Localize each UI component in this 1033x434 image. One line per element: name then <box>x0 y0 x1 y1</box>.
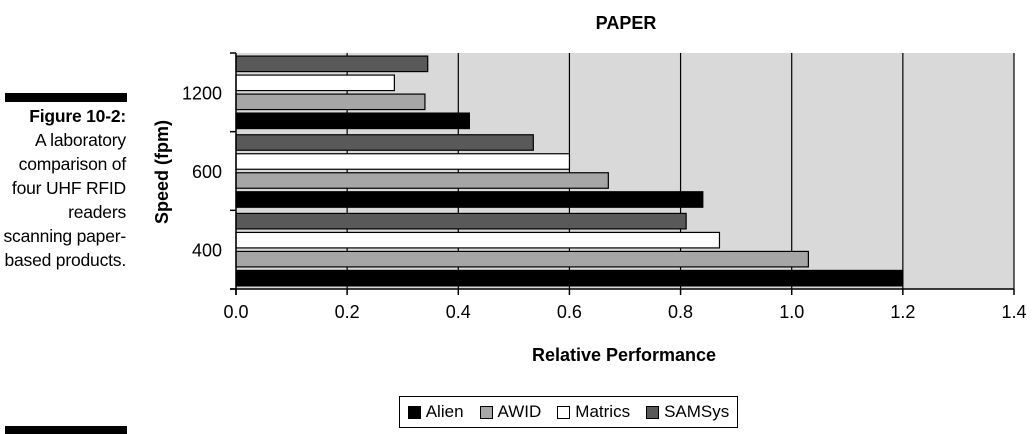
gridlines <box>346 53 1015 289</box>
bar-alien-1200 <box>235 112 470 130</box>
legend-label: Matrics <box>575 402 631 421</box>
x-tick-label: 0.8 <box>668 302 693 322</box>
figure-caption: Figure 10-2: A laboratory comparison of … <box>0 104 127 272</box>
bar-samsys-400 <box>235 212 687 230</box>
y-axis-label: Speed (fpm) <box>152 120 172 224</box>
legend-item-samsys: SAMSys <box>646 402 729 422</box>
legend-swatch <box>557 405 571 419</box>
x-tick-labels: 0.0 0.2 0.4 0.6 0.8 1.0 1.2 1.4 <box>223 302 1026 322</box>
x-tick-label: 0.4 <box>446 302 471 322</box>
x-tick-label: 0.0 <box>223 302 248 322</box>
bar-awid-1200 <box>235 93 426 111</box>
bar-alien-400 <box>235 269 904 287</box>
bar-matrics-400 <box>235 231 721 249</box>
legend: Alien AWID Matrics SAMSys <box>399 396 738 428</box>
bar-samsys-600 <box>235 134 534 151</box>
bar-alien-600 <box>235 191 704 208</box>
bar-chart: PAPER Speed (fpm) Relative Performance 0… <box>152 13 1027 365</box>
legend-label: Alien <box>425 402 464 421</box>
y-tick-labels: 400 600 1200 <box>182 83 222 260</box>
legend-label: AWID <box>497 402 542 421</box>
legend-item-awid: AWID <box>479 402 542 422</box>
bar-matrics-600 <box>235 153 571 170</box>
legend-swatch <box>479 405 493 419</box>
legend-label: SAMSys <box>664 402 730 421</box>
x-tick-label: 1.4 <box>1001 302 1026 322</box>
x-tick-label: 1.0 <box>779 302 804 322</box>
caption-top-rule <box>5 93 127 102</box>
x-axis-label: Relative Performance <box>532 345 716 365</box>
figure-label: Figure 10-2: <box>29 106 126 126</box>
caption-bottom-rule <box>5 426 127 434</box>
x-tick-label: 1.2 <box>890 302 915 322</box>
bar-awid-400 <box>235 250 809 268</box>
chart-title: PAPER <box>596 13 657 33</box>
figure-caption-text: A laboratory comparison of four UHF RFID… <box>3 130 127 270</box>
y-tick-label: 600 <box>192 162 222 182</box>
y-tick-label: 400 <box>192 241 222 261</box>
axes <box>230 52 1015 295</box>
y-tick-label: 1200 <box>182 83 222 103</box>
legend-swatch <box>407 405 421 419</box>
legend-swatch <box>646 405 660 419</box>
legend-item-alien: Alien <box>407 402 464 422</box>
bar-matrics-1200 <box>235 74 395 92</box>
x-tick-label: 0.2 <box>335 302 360 322</box>
bar-awid-600 <box>235 172 609 189</box>
legend-item-matrics: Matrics <box>557 402 630 422</box>
x-tick-label: 0.6 <box>557 302 582 322</box>
bar-samsys-1200 <box>235 55 429 73</box>
plot-area <box>236 53 1014 289</box>
